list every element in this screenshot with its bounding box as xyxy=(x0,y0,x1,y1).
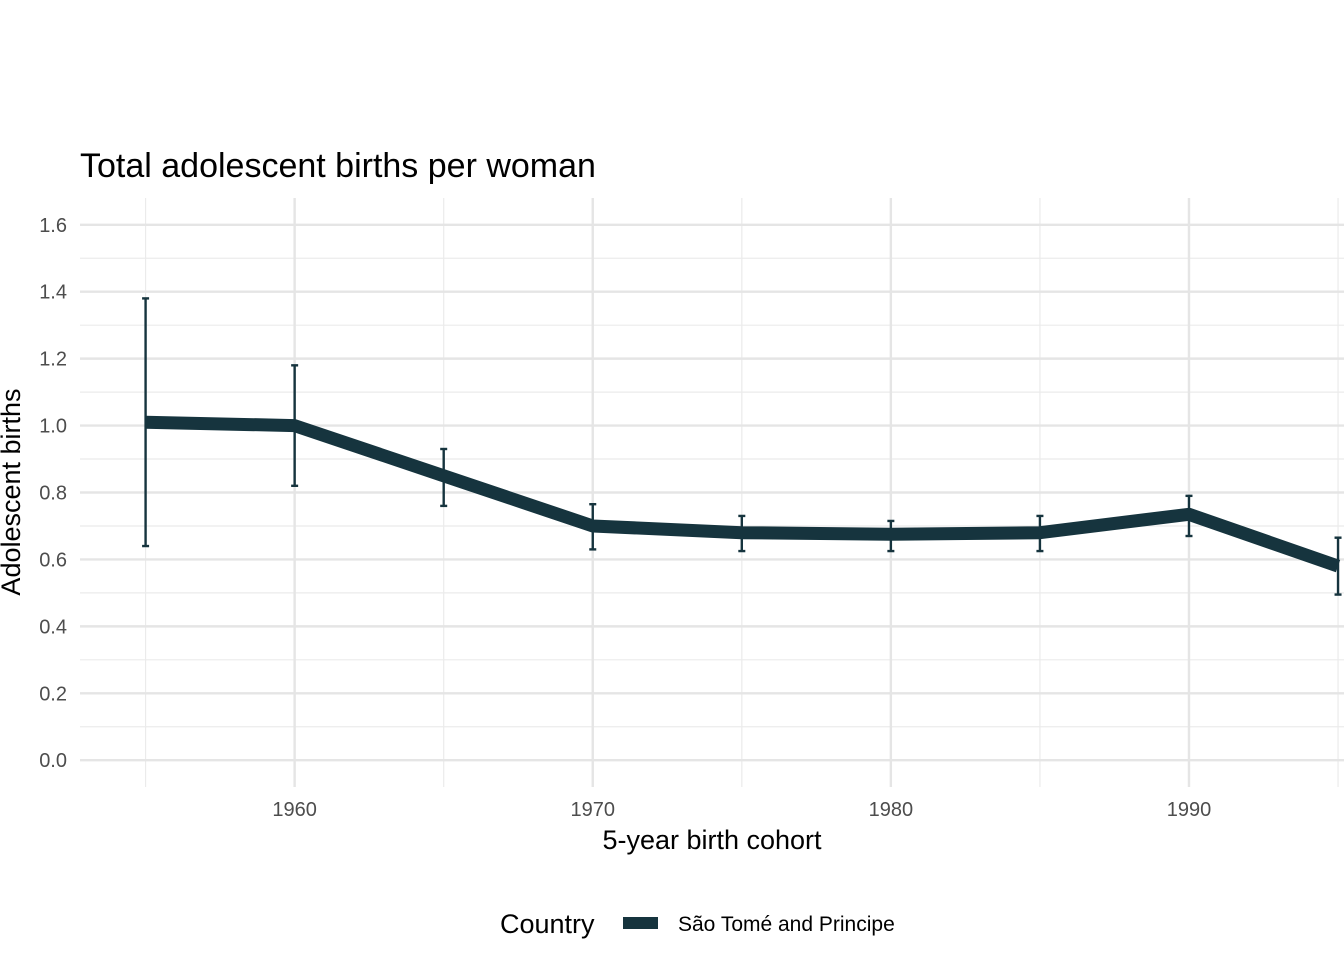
x-tick-label: 1980 xyxy=(869,799,914,821)
y-tick-label: 1.4 xyxy=(39,282,67,304)
y-axis-ticks: 0.0 0.2 0.4 0.6 0.8 1.0 1.2 1.4 1.6 xyxy=(39,215,67,772)
x-tick-label: 1960 xyxy=(272,799,317,821)
y-tick-label: 0.4 xyxy=(39,616,67,638)
error-bar xyxy=(1185,494,1193,538)
chart-title: Total adolescent births per woman xyxy=(80,147,596,185)
y-tick-label: 0.6 xyxy=(39,549,67,571)
x-axis-ticks: 1960 1970 1980 1990 xyxy=(272,799,1211,821)
legend-key-swatch xyxy=(623,917,658,929)
error-bar xyxy=(1334,536,1342,596)
error-bar xyxy=(589,503,597,551)
y-axis-title: Adolescent births xyxy=(0,388,26,595)
y-tick-label: 1.2 xyxy=(39,349,67,371)
y-tick-label: 0.0 xyxy=(39,750,67,772)
grid-major xyxy=(80,198,1344,787)
legend-title: Country xyxy=(500,909,595,939)
series-layer xyxy=(142,297,1342,596)
error-bar xyxy=(738,514,746,553)
legend-label: São Tomé and Principe xyxy=(678,913,895,936)
y-tick-label: 1.6 xyxy=(39,215,67,237)
y-tick-label: 0.8 xyxy=(39,483,67,505)
legend: Country São Tomé and Principe xyxy=(500,909,895,939)
x-tick-label: 1990 xyxy=(1167,799,1212,821)
error-bar xyxy=(142,297,150,548)
x-tick-label: 1970 xyxy=(571,799,616,821)
y-tick-label: 1.0 xyxy=(39,416,67,438)
error-bar xyxy=(1036,514,1044,553)
error-bar xyxy=(291,364,299,488)
error-bar xyxy=(440,447,448,508)
x-axis-title: 5-year birth cohort xyxy=(602,825,822,855)
y-tick-label: 0.2 xyxy=(39,683,67,705)
error-bar xyxy=(887,519,895,553)
